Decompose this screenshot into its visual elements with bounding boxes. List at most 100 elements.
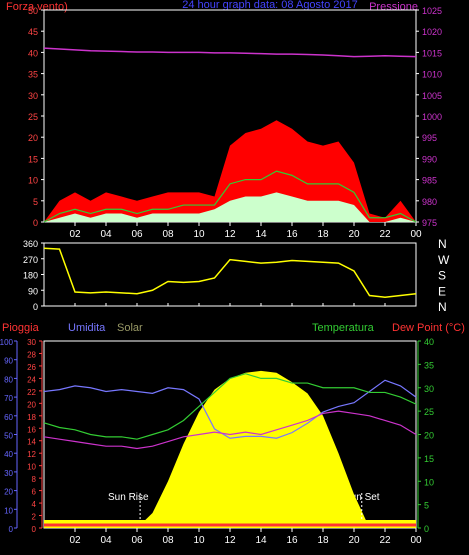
- rain-tick-label: 0: [32, 525, 37, 534]
- wind-gust-area: [44, 120, 416, 222]
- humidity-line: [43, 379, 417, 439]
- humidity-tick-label: 0: [9, 525, 14, 534]
- rain-label: Pioggia: [2, 322, 40, 334]
- pressure-y-tick-label: 980: [422, 197, 437, 207]
- x-tick-label: 16: [286, 229, 298, 240]
- wind-y-tick-label: 20: [28, 133, 38, 143]
- wind-y-tick-label: 25: [28, 112, 38, 122]
- compass-label: W: [438, 253, 450, 267]
- wind-average-line: [43, 170, 417, 223]
- rain-tick-label: 16: [27, 425, 36, 434]
- sunrise-label: Sun Rise: [108, 492, 149, 503]
- humidity-tick-label: 20: [4, 488, 13, 497]
- temperature-tick-label: 35: [424, 360, 434, 370]
- graph-title: 24 hour graph data: 08 Agosto 2017: [182, 0, 358, 11]
- direction-y-tick-label: 270: [23, 255, 38, 265]
- x-tick-label: 22: [379, 229, 391, 240]
- pressure-y-tick-label: 990: [422, 154, 437, 164]
- rain-tick-label: 20: [27, 400, 36, 409]
- wind-y-tick-label: 40: [28, 48, 38, 58]
- solar-label: Solar: [117, 322, 143, 334]
- wind-y-tick-label: 0: [33, 218, 38, 228]
- pressure-y-tick-label: 985: [422, 176, 437, 186]
- direction-y-tick-label: 0: [33, 302, 38, 312]
- x-tick-label: 00: [410, 229, 422, 240]
- x-tick-label: 14: [255, 535, 267, 546]
- x-tick-label: 16: [286, 535, 298, 546]
- x-tick-label: 12: [224, 229, 236, 240]
- humidity-tick-label: 70: [4, 394, 13, 403]
- humidity-tick-label: 90: [4, 357, 13, 366]
- compass-label: S: [438, 269, 446, 283]
- pressure-y-tick-label: 1005: [422, 91, 442, 101]
- x-tick-label: 02: [69, 535, 81, 546]
- x-tick-label: 12: [224, 535, 236, 546]
- compass-label: E: [438, 284, 446, 298]
- direction-y-tick-label: 90: [28, 286, 38, 296]
- x-tick-label: 20: [348, 229, 360, 240]
- temperature-label: Temperatura: [312, 322, 375, 334]
- direction-y-tick-label: 180: [23, 271, 38, 281]
- rain-tick-label: 30: [27, 338, 36, 347]
- rain-tick-label: 28: [27, 350, 36, 359]
- rain-tick-label: 14: [27, 438, 36, 447]
- x-tick-label: 14: [255, 229, 267, 240]
- humidity-tick-label: 10: [4, 506, 13, 515]
- humidity-tick-label: 30: [4, 469, 13, 478]
- wind-direction-line: [43, 247, 417, 299]
- x-tick-label: 04: [100, 229, 112, 240]
- rain-tick-label: 6: [32, 488, 37, 497]
- wind-y-tick-label: 45: [28, 27, 38, 37]
- compass-label: N: [438, 237, 447, 251]
- pressure-y-tick-label: 1025: [422, 6, 442, 16]
- dewpoint-line: [43, 410, 417, 450]
- direction-y-tick-label: 360: [23, 239, 38, 249]
- temperature-tick-label: 30: [424, 384, 434, 394]
- pressure-y-tick-label: 1000: [422, 112, 442, 122]
- rain-tick-label: 26: [27, 363, 36, 372]
- temperature-tick-label: 0: [424, 524, 429, 534]
- humidity-tick-label: 50: [4, 432, 13, 441]
- x-tick-label: 10: [193, 535, 205, 546]
- dewpoint-label: Dew Point (°C): [392, 322, 465, 334]
- rain-tick-label: 22: [27, 388, 36, 397]
- wind-y-tick-label: 50: [28, 6, 38, 16]
- humidity-tick-label: 60: [4, 413, 13, 422]
- temperature-tick-label: 20: [424, 431, 434, 441]
- wind-speed-area: [44, 192, 416, 222]
- pressure-line: [43, 47, 417, 58]
- pressure-y-tick-label: 1020: [422, 27, 442, 37]
- temperature-line: [43, 373, 417, 440]
- wind-y-tick-label: 15: [28, 154, 38, 164]
- rain-tick-label: 4: [32, 500, 37, 509]
- wind-y-tick-label: 35: [28, 70, 38, 80]
- x-tick-label: 06: [131, 229, 143, 240]
- x-tick-label: 18: [317, 229, 329, 240]
- x-tick-label: 04: [100, 535, 112, 546]
- temperature-tick-label: 5: [424, 501, 429, 511]
- pressure-y-tick-label: 1010: [422, 70, 442, 80]
- wind-y-tick-label: 10: [28, 176, 38, 186]
- rain-tick-label: 2: [32, 513, 37, 522]
- x-tick-label: 08: [162, 229, 174, 240]
- pressure-y-tick-label: 975: [422, 218, 437, 228]
- humidity-tick-label: 100: [0, 338, 14, 347]
- x-tick-label: 08: [162, 535, 174, 546]
- wind-y-tick-label: 30: [28, 91, 38, 101]
- humidity-label: Umidita: [68, 322, 106, 334]
- pressure-y-tick-label: 1015: [422, 48, 442, 58]
- rain-tick-label: 8: [32, 475, 37, 484]
- rain-tick-label: 18: [27, 413, 36, 422]
- x-tick-label: 10: [193, 229, 205, 240]
- solar-area: [44, 370, 416, 528]
- humidity-tick-label: 40: [4, 450, 13, 459]
- pressure-label: Pressione: [369, 1, 418, 13]
- temperature-tick-label: 25: [424, 407, 434, 417]
- humidity-tick-label: 80: [4, 375, 13, 384]
- rain-tick-label: 12: [27, 450, 36, 459]
- rain-tick-label: 10: [27, 463, 36, 472]
- rain-tick-label: 24: [27, 375, 36, 384]
- x-tick-label: 22: [379, 535, 391, 546]
- x-tick-label: 02: [69, 229, 81, 240]
